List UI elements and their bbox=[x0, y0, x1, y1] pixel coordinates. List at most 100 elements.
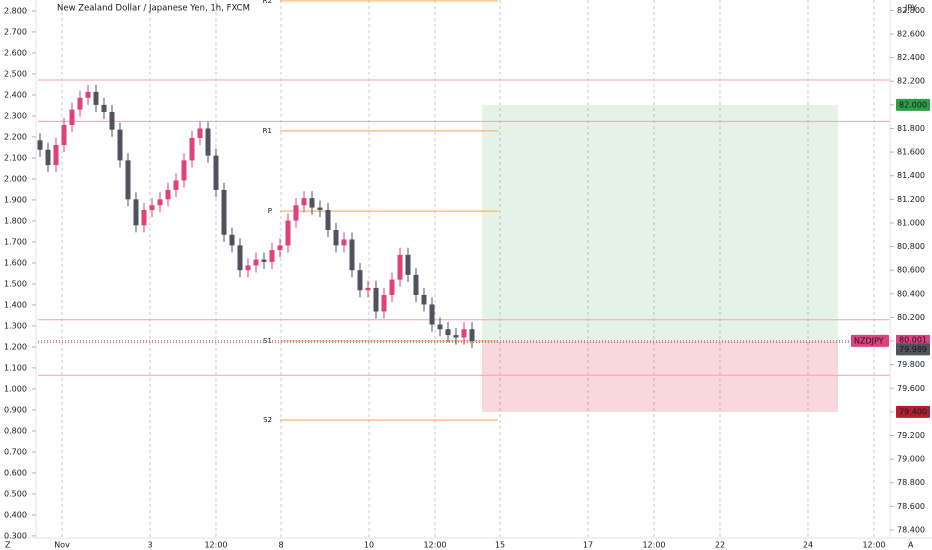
candle-body bbox=[261, 259, 267, 262]
candle-body bbox=[77, 97, 83, 110]
y-tick-label: 79.600 bbox=[897, 384, 925, 393]
y2-tick-label: 2.200 bbox=[4, 132, 27, 141]
candle-body bbox=[349, 239, 355, 271]
y-tick-label: 79.800 bbox=[897, 360, 925, 369]
y2-tick-label: 0.500 bbox=[4, 489, 27, 498]
x-tick-label: 12:00 bbox=[862, 541, 885, 550]
candle-body bbox=[157, 199, 163, 206]
candle-body bbox=[53, 145, 59, 166]
axes: 78.400 78.600 78.800 79.000 79.200 79.400 79.6… bbox=[4, 6, 930, 550]
x-tick-label: 3 bbox=[147, 541, 152, 550]
candle-body bbox=[165, 189, 171, 200]
candle-body bbox=[277, 245, 283, 251]
candle-body bbox=[333, 230, 339, 246]
candle-body bbox=[173, 180, 179, 190]
x-tick-label: 12:00 bbox=[423, 541, 446, 550]
y2-tick-label: 2.600 bbox=[4, 48, 27, 57]
candle-body bbox=[229, 234, 235, 246]
y2-tick-label: 1.400 bbox=[4, 300, 27, 309]
candle-body bbox=[61, 124, 67, 146]
y2-tick-label: 1.100 bbox=[4, 363, 27, 372]
candle-body bbox=[253, 259, 259, 266]
y2-tick-label: 0.900 bbox=[4, 405, 27, 414]
candle-body bbox=[469, 329, 475, 342]
candle-body bbox=[301, 198, 307, 206]
candle-body bbox=[357, 270, 363, 291]
y2-tick-label: 0.400 bbox=[4, 510, 27, 519]
y-tick-label: 81.800 bbox=[897, 124, 925, 133]
y2-tick-label: 2.000 bbox=[4, 174, 27, 183]
y2-tick-label: 2.800 bbox=[4, 6, 27, 15]
chart-title: New Zealand Dollar / Japanese Yen, 1h, F… bbox=[57, 4, 250, 14]
zoom-button[interactable]: Z bbox=[5, 541, 11, 550]
candle-body bbox=[413, 274, 419, 295]
y2-tick-label: 0.700 bbox=[4, 447, 27, 456]
y-tick-label: 78.600 bbox=[897, 502, 925, 511]
y-tick-label: 78.400 bbox=[897, 525, 925, 534]
loss-zone bbox=[482, 340, 838, 412]
candle-body bbox=[213, 155, 219, 190]
candle-body bbox=[381, 294, 387, 312]
candle-body bbox=[189, 137, 195, 161]
y2-tick-label: 2.100 bbox=[4, 153, 27, 162]
pivot-label: P bbox=[268, 207, 272, 215]
y2-tick-label: 1.300 bbox=[4, 321, 27, 330]
pivot-label: R1 bbox=[263, 127, 272, 135]
y-tick-label: 81.400 bbox=[897, 171, 925, 180]
x-tick-label: 8 bbox=[278, 541, 283, 550]
x-tick-label: 17 bbox=[583, 541, 593, 550]
target-tag-bg bbox=[896, 98, 930, 111]
y2-tick-label: 2.300 bbox=[4, 111, 27, 120]
bid-tag: 79.989 bbox=[899, 345, 927, 354]
y2-tick-label: 0.300 bbox=[4, 531, 27, 540]
candle-body bbox=[365, 287, 371, 291]
target-tag: 82.000 bbox=[899, 100, 927, 109]
candle-body bbox=[309, 198, 315, 208]
y2-tick-label: 1.500 bbox=[4, 279, 27, 288]
profit-zone bbox=[482, 104, 838, 341]
pivot-label: S1 bbox=[263, 337, 272, 345]
y-tick-label: 82.600 bbox=[897, 30, 925, 39]
candle-body bbox=[285, 220, 291, 246]
candle-body bbox=[269, 250, 275, 262]
candle-body bbox=[133, 199, 139, 226]
y2-tick-label: 1.800 bbox=[4, 216, 27, 225]
x-tick-label: 15 bbox=[495, 541, 505, 550]
plot: R2 R1 P S1 S2 bbox=[37, 0, 890, 424]
currency-label: JPY bbox=[904, 4, 917, 13]
candle-body bbox=[237, 245, 243, 271]
candle-body bbox=[93, 91, 99, 105]
candle-body bbox=[461, 329, 467, 338]
y-tick-label: 82.400 bbox=[897, 53, 925, 62]
candle-body bbox=[197, 128, 203, 138]
candle-body bbox=[453, 335, 459, 338]
y2-tick-label: 2.700 bbox=[4, 27, 27, 36]
symbol-tag-bg bbox=[851, 334, 889, 347]
auto-scale-button[interactable]: A bbox=[908, 541, 914, 550]
candle-body bbox=[101, 104, 107, 112]
x-tick-label: 12:00 bbox=[204, 541, 227, 550]
y-tick-label: 82.800 bbox=[897, 6, 925, 15]
last-price: 80.001 bbox=[899, 335, 927, 344]
candle-body bbox=[389, 279, 395, 295]
y-tick-label: 80.200 bbox=[897, 313, 925, 322]
candle-body bbox=[45, 149, 51, 166]
y-tick-label: 82.200 bbox=[897, 77, 925, 86]
pivot-label: S2 bbox=[263, 416, 272, 424]
y-tick-label: 80.400 bbox=[897, 289, 925, 298]
candle-body bbox=[429, 304, 435, 325]
y2-tick-label: 2.400 bbox=[4, 90, 27, 99]
candle-body bbox=[293, 205, 299, 221]
bid-tag-bg bbox=[896, 343, 930, 356]
x-tick-label: 22 bbox=[715, 541, 725, 550]
candle-body bbox=[69, 109, 75, 125]
y2-tick-label: 1.600 bbox=[4, 258, 27, 267]
y2-tick-label: 0.600 bbox=[4, 468, 27, 477]
y2-tick-label: 1.700 bbox=[4, 237, 27, 246]
candle-body bbox=[117, 129, 123, 161]
y-tick-label: 81.600 bbox=[897, 148, 925, 157]
y-tick-label: 79.000 bbox=[897, 455, 925, 464]
x-tick-label: 10 bbox=[364, 541, 374, 550]
